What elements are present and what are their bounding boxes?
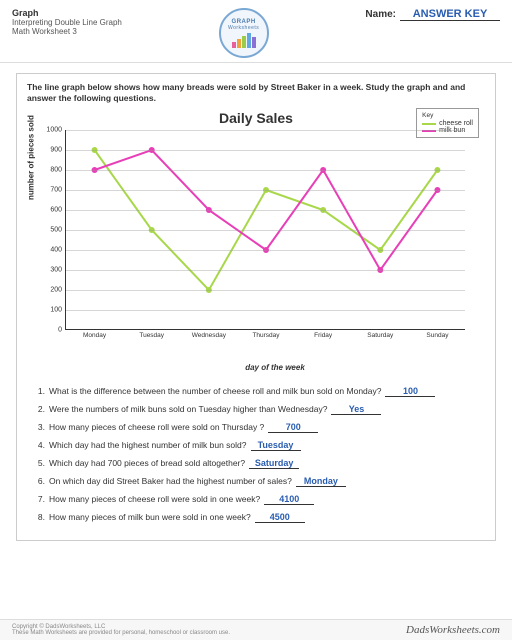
y-tick: 1000 [38,127,62,134]
question-number: 4. [31,440,45,450]
question-row: 2. Were the numbers of milk buns sold on … [31,404,481,415]
answer-value: Tuesday [251,440,301,451]
logo-text-bot: Worksheets [228,25,259,31]
y-tick: 100 [38,307,62,314]
question-row: 5. Which day had 700 pieces of bread sold… [31,458,481,469]
header: Graph Interpreting Double Line Graph Mat… [0,0,512,63]
logo: GRAPH Worksheets [219,8,269,58]
category: Graph [12,8,122,18]
question-number: 6. [31,476,45,486]
question-number: 5. [31,458,45,468]
answer-value: 4100 [264,494,314,505]
chart-area: Key cheese rollmilk bun Daily Sales numb… [27,110,485,372]
legend-item: cheese roll [422,120,473,127]
x-tick: Thursday [252,332,279,339]
answer-value: Yes [331,404,381,415]
question-text: Were the numbers of milk buns sold on Tu… [49,404,327,414]
legend-title: Key [422,112,473,119]
y-tick: 400 [38,247,62,254]
question-number: 8. [31,512,45,522]
question-text: How many pieces of milk bun were sold in… [49,512,251,522]
x-axis-label: day of the week [65,363,485,372]
question-row: 3. How many pieces of cheese roll were so… [31,422,481,433]
footer-left: Copyright © DadsWorksheets, LLC These Ma… [12,624,230,636]
worksheet-num: Math Worksheet 3 [12,27,122,36]
question-row: 7. How many pieces of cheese roll were so… [31,494,481,505]
question-text: On which day did Street Baker had the hi… [49,476,292,486]
answer-value: 700 [268,422,318,433]
x-tick: Friday [314,332,332,339]
question-number: 3. [31,422,45,432]
y-tick: 900 [38,147,62,154]
header-left: Graph Interpreting Double Line Graph Mat… [12,8,122,58]
question-row: 4. Which day had the highest number of mi… [31,440,481,451]
answer-value: Saturday [249,458,299,469]
answer-value: Monday [296,476,346,487]
question-row: 8. How many pieces of milk bun were sold … [31,512,481,523]
question-number: 1. [31,386,45,396]
chart-plot: number of pieces sold 010020030040050060… [65,130,485,345]
name-field: Name: ANSWER KEY [365,8,500,58]
content: The line graph below shows how many brea… [16,73,496,541]
question-text: Which day had 700 pieces of bread sold a… [49,458,245,468]
footer: Copyright © DadsWorksheets, LLC These Ma… [0,619,512,640]
x-tick: Wednesday [192,332,226,339]
logo-bars-icon [232,33,256,48]
question-number: 2. [31,404,45,414]
answer-value: 4500 [255,512,305,523]
name-label: Name: [365,9,396,20]
question-row: 1. What is the difference between the num… [31,386,481,397]
subtitle: Interpreting Double Line Graph [12,18,122,27]
name-value: ANSWER KEY [400,8,500,21]
answer-value: 100 [385,386,435,397]
y-tick: 0 [38,327,62,334]
x-tick: Saturday [367,332,393,339]
y-tick: 300 [38,267,62,274]
y-tick: 700 [38,187,62,194]
question-row: 6. On which day did Street Baker had the … [31,476,481,487]
y-tick: 600 [38,207,62,214]
x-tick: Tuesday [139,332,164,339]
y-axis-label: number of pieces sold [27,115,36,200]
y-tick: 200 [38,287,62,294]
footer-sub: These Math Worksheets are provided for p… [12,630,230,636]
y-tick: 800 [38,167,62,174]
questions-list: 1. What is the difference between the num… [27,386,485,523]
question-text: Which day had the highest number of milk… [49,440,247,450]
x-tick: Monday [83,332,106,339]
question-text: How many pieces of cheese roll were sold… [49,422,264,432]
footer-brand: DadsWorksheets.com [406,624,500,636]
prompt-text: The line graph below shows how many brea… [27,82,485,104]
question-number: 7. [31,494,45,504]
x-tick: Sunday [426,332,448,339]
plot-area: 01002003004005006007008009001000MondayTu… [65,130,465,330]
question-text: How many pieces of cheese roll were sold… [49,494,260,504]
question-text: What is the difference between the numbe… [49,386,381,396]
y-tick: 500 [38,227,62,234]
